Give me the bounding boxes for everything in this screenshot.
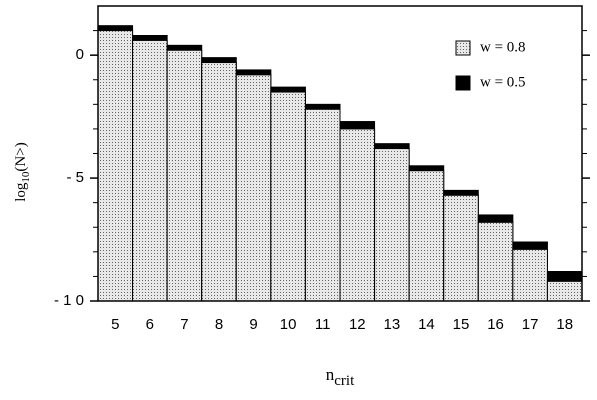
legend-label: w = 0.5 [480, 74, 526, 90]
y-tick-label: 0 [76, 46, 84, 63]
x-tick-label: 15 [453, 316, 470, 333]
legend-label: w = 0.8 [480, 39, 526, 55]
bar [235, 74, 272, 302]
x-tick-label: 10 [280, 316, 297, 333]
bar [97, 30, 134, 302]
bar [408, 170, 445, 302]
legend-swatch [455, 75, 471, 91]
bar [201, 62, 237, 302]
bar [166, 49, 203, 302]
bar [304, 108, 341, 302]
bar [132, 39, 168, 302]
bar [477, 221, 514, 302]
bar [374, 148, 410, 302]
x-tick-label: 11 [315, 316, 331, 333]
x-tick-label: 6 [146, 316, 154, 333]
bar [270, 91, 306, 302]
x-tick-label: 5 [111, 316, 119, 333]
x-tick-label: 16 [487, 316, 504, 333]
x-tick-label: 12 [349, 316, 366, 333]
bar [512, 248, 548, 302]
bar [443, 194, 479, 302]
x-tick-label: 17 [522, 316, 539, 333]
x-tick-label: 9 [249, 316, 257, 333]
bar [546, 280, 583, 302]
x-tick-label: 7 [180, 316, 188, 333]
x-tick-label: 13 [384, 316, 401, 333]
x-tick-label: 14 [418, 316, 435, 333]
x-tick-label: 8 [215, 316, 223, 333]
x-tick-label: 18 [556, 316, 573, 333]
y-tick-label: - 1 0 [54, 292, 84, 309]
y-axis-label: log10(N>) [13, 142, 31, 201]
x-axis-label: ncrit [326, 365, 355, 390]
legend-swatch [455, 40, 471, 56]
bar [339, 128, 376, 302]
y-tick-label: - 5 [66, 169, 84, 186]
